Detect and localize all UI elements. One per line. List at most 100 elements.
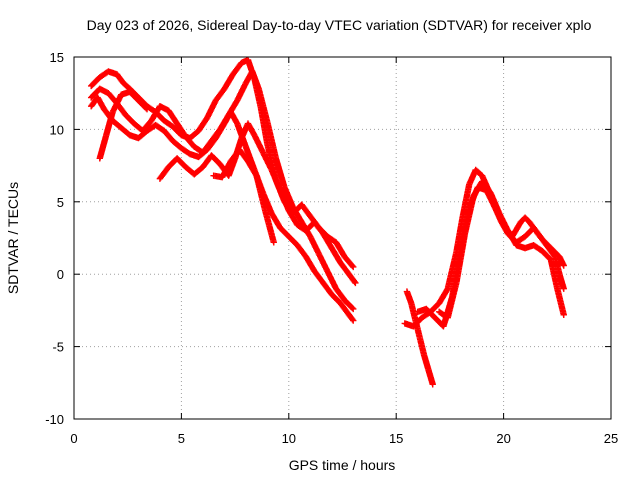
data-point-run [110, 92, 124, 114]
data-point-run [153, 122, 167, 134]
data-point-run [338, 260, 352, 277]
data-point-run [161, 128, 176, 144]
data-point-run [514, 234, 528, 245]
data-point-run [552, 255, 563, 276]
data-point-run [346, 272, 358, 286]
data-point-run [544, 243, 558, 259]
data-point-run [277, 188, 292, 213]
data-point-run [268, 168, 283, 193]
chart-title: Day 023 of 2026, Sidereal Day-to-day VTE… [87, 17, 592, 33]
data-point-run [183, 134, 197, 149]
series-track-j [435, 178, 567, 321]
y-tick-label: 10 [50, 122, 64, 137]
data-point-run [473, 167, 485, 178]
data-point-run [299, 202, 313, 219]
data-point-run [251, 133, 266, 155]
data-point-run [459, 182, 473, 219]
data-point-run [269, 211, 283, 230]
data-point-run [273, 156, 288, 190]
series-track-f [210, 146, 277, 246]
data-point-run [179, 145, 192, 157]
data-point-run [114, 72, 126, 86]
data-point-run [290, 205, 305, 225]
data-point-run [174, 121, 189, 139]
data-point-run [136, 98, 150, 112]
data-point-run [316, 252, 331, 274]
data-point-run [148, 104, 163, 123]
data-point-run [425, 367, 436, 387]
data-point-run [554, 286, 567, 317]
data-point-run [213, 86, 227, 103]
data-point-run [230, 60, 244, 77]
axis-ticks: 0 5 10 15 20 25 -10 -5 0 5 10 15 [45, 50, 618, 446]
y-tick-label: 5 [57, 195, 64, 210]
y-tick-label: -10 [45, 412, 64, 427]
data-point-run [245, 121, 257, 138]
data-point-run [253, 173, 269, 213]
data-point [560, 311, 567, 318]
data-point-run [166, 108, 180, 126]
data-point-run [444, 250, 460, 291]
data-point-run [453, 214, 466, 255]
data-point-run [540, 248, 554, 262]
data-point-run [324, 269, 339, 291]
series-track-d [96, 88, 151, 162]
data-point-run [329, 292, 343, 306]
data-point-run [110, 118, 124, 131]
data-point-run [281, 185, 296, 210]
data-point-run [320, 231, 335, 251]
data-point-run [103, 110, 116, 138]
data-point-run [466, 168, 479, 187]
plot-frame [73, 56, 612, 420]
data-point-run [479, 179, 494, 196]
data-point-run [527, 220, 541, 236]
data-point-run [342, 254, 356, 270]
data-point-run [505, 228, 519, 248]
data-point-run [140, 118, 154, 133]
data-point-run [219, 159, 234, 180]
data-point-run [416, 336, 427, 358]
y-tick-label: -5 [52, 340, 64, 355]
series-track-c [87, 94, 357, 324]
y-axis-label: SDTVAR / TECUs [5, 182, 21, 294]
data-point-run [286, 208, 300, 227]
data-point-run [556, 272, 567, 291]
data-point-run [136, 128, 150, 141]
data-point-run [204, 136, 219, 152]
data-point-run [436, 286, 451, 306]
data-point-run [421, 353, 432, 372]
data-point [143, 105, 151, 113]
data-point-run [255, 87, 271, 124]
y-tick-label: 0 [57, 267, 64, 282]
data-point-run [192, 164, 206, 177]
data-point-run [95, 95, 107, 112]
data-point-run [209, 153, 223, 167]
data-point-run [121, 80, 132, 92]
data-point-run [264, 120, 279, 161]
data-point-run [170, 138, 184, 151]
data-point-run [245, 159, 260, 178]
data-point-run [162, 118, 175, 129]
data-point-run [488, 191, 502, 216]
data-point-run [262, 208, 277, 245]
x-tick-label: 15 [389, 431, 403, 446]
data-point-run [547, 257, 561, 291]
data-point-run [196, 115, 210, 133]
data-point-run [213, 121, 227, 141]
data-point-run [333, 240, 348, 259]
x-tick-label: 0 [70, 431, 77, 446]
data-point-run [119, 125, 132, 138]
data-point-run [295, 243, 309, 259]
x-tick-label: 25 [604, 431, 618, 446]
data-point-run [453, 231, 468, 285]
series-track-g [403, 288, 436, 388]
data-point-run [237, 147, 251, 164]
data-point-run [96, 133, 110, 161]
data-point-run [496, 211, 511, 233]
data-point [560, 262, 567, 269]
data-point [350, 305, 357, 313]
data-point [429, 381, 436, 388]
data-point-run [411, 315, 425, 329]
data-point [270, 239, 277, 246]
